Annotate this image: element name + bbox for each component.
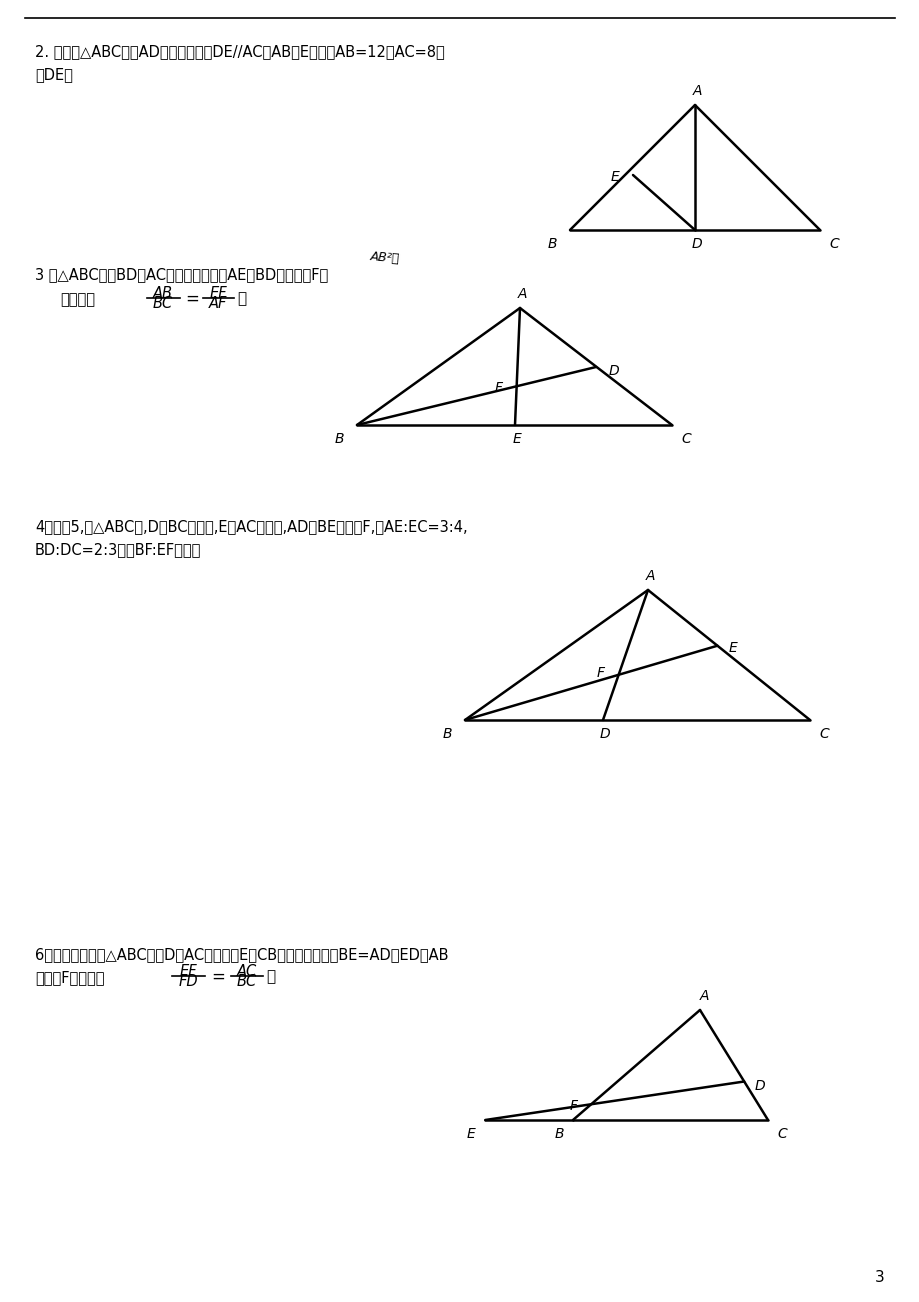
Text: D: D (599, 727, 609, 741)
Text: A: A (644, 569, 654, 583)
Text: AB: AB (153, 286, 173, 302)
Text: =: = (210, 967, 224, 986)
Text: E: E (466, 1128, 475, 1141)
Text: C: C (828, 237, 838, 251)
Text: 4、如图5,在△ABC中,D是BC上的点,E是AC上的点,AD与BE交于点F,若AE:EC=3:4,: 4、如图5,在△ABC中,D是BC上的点,E是AC上的点,AD与BE交于点F,若… (35, 519, 467, 535)
Text: 3 在△ABC中，BD是AC边上的中线，且AE与BD相交于点F，: 3 在△ABC中，BD是AC边上的中线，且AE与BD相交于点F， (35, 267, 328, 283)
Text: AB²叶: AB²叶 (369, 250, 400, 266)
Text: B: B (553, 1128, 563, 1141)
Text: D: D (691, 237, 701, 251)
Text: =: = (185, 290, 199, 309)
Text: F: F (569, 1099, 576, 1113)
Text: F: F (494, 381, 502, 396)
Text: D: D (754, 1078, 765, 1092)
Text: C: C (680, 432, 690, 447)
Text: B: B (442, 727, 451, 741)
Text: 3: 3 (874, 1269, 884, 1285)
Text: B: B (334, 432, 344, 447)
Text: D: D (608, 365, 618, 378)
Text: AC: AC (236, 965, 256, 979)
Text: BC: BC (153, 297, 173, 311)
Text: F: F (596, 665, 604, 680)
Text: EF: EF (209, 286, 227, 302)
Text: E: E (728, 641, 737, 655)
Text: AF: AF (209, 297, 227, 311)
Text: E: E (512, 432, 521, 447)
Text: 。: 。 (237, 292, 246, 306)
Text: 。: 。 (267, 970, 276, 984)
Text: C: C (818, 727, 828, 741)
Text: 试说明：: 试说明： (60, 293, 95, 307)
Text: A: A (698, 990, 708, 1003)
Text: A: A (691, 85, 701, 98)
Text: B: B (547, 237, 556, 251)
Text: 求DE。: 求DE。 (35, 68, 73, 82)
Text: 2. 如图，△ABC中，AD是角平分线，DE//AC交AB于E，已知AB=12，AC=8，: 2. 如图，△ABC中，AD是角平分线，DE//AC交AB于E，已知AB=12，… (35, 44, 444, 60)
Text: BD:DC=2:3，求BF:EF的值。: BD:DC=2:3，求BF:EF的值。 (35, 543, 201, 557)
Text: EF: EF (179, 965, 197, 979)
Text: 6、如图，已知在△ABC中，D为AC上一点，E为CB延长线上一点，BE=AD，ED和AB: 6、如图，已知在△ABC中，D为AC上一点，E为CB延长线上一点，BE=AD，E… (35, 948, 448, 962)
Text: BC: BC (236, 974, 256, 990)
Text: A: A (516, 286, 527, 301)
Text: 相交于F。求证：: 相交于F。求证： (35, 970, 105, 986)
Text: E: E (610, 171, 618, 184)
Text: C: C (777, 1128, 786, 1141)
Text: FD: FD (178, 974, 198, 990)
